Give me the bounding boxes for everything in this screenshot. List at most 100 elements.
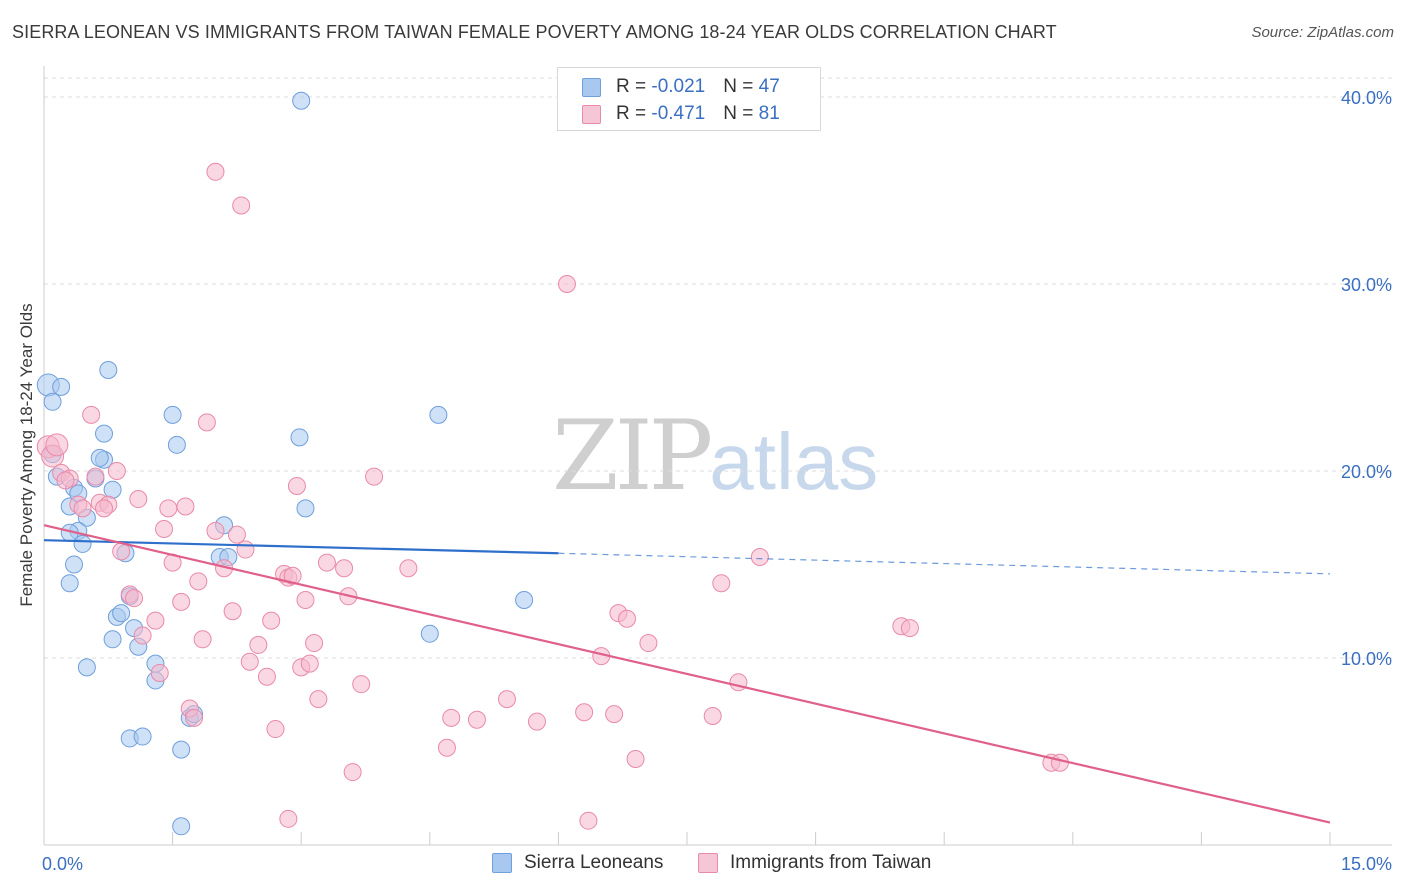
watermark-zip: ZIP [552,400,713,512]
legend-row-sierra-leoneans: R = -0.021 N = 47 [582,75,780,99]
data-point [617,609,636,628]
legend-swatch-pink [582,104,601,124]
y-tick-label: 20.0% [1341,462,1392,482]
data-point [639,634,658,653]
data-point [292,91,311,110]
data-point [82,405,101,424]
data-point [125,589,144,608]
data-point [703,706,722,725]
data-point [133,626,152,645]
legend-n-value: 47 [758,76,780,97]
trend-lines [43,524,1331,824]
data-point [283,566,302,585]
data-point [429,405,448,424]
legend-n-label: N = [723,76,759,97]
data-point [129,490,148,509]
data-point [172,592,191,611]
data-point [497,690,516,709]
data-point [712,574,731,593]
chart-title: SIERRA LEONEAN VS IMMIGRANTS FROM TAIWAN… [12,22,1057,42]
data-point [56,471,75,490]
data-point [900,619,919,638]
data-point [557,275,576,293]
data-point [163,405,182,424]
data-point [206,521,225,540]
legend-item-sierra-leoneans: Sierra Leoneans [492,852,663,874]
data-point [167,435,186,454]
data-point [189,572,208,591]
x-tick-label: 15.0% [1341,854,1392,874]
data-point [172,817,191,836]
legend-item-immigrants-from-taiwan: Immigrants from Taiwan [698,852,931,874]
data-point [249,635,268,654]
data-point [227,525,246,544]
data-point [146,611,165,630]
data-point [305,634,324,653]
correlation-legend: R = -0.021 N = 47 R = -0.471 N = 81 [557,67,821,131]
data-point [399,559,418,578]
data-point [527,712,546,731]
data-point [467,710,486,729]
data-point [575,703,594,722]
data-point [60,574,79,593]
y-tick-label: 10.0% [1341,649,1392,669]
legend-r-label: R = [616,76,652,97]
data-point [296,591,315,610]
data-point [317,553,336,572]
data-point [95,424,114,443]
data-point [365,467,384,486]
data-point [605,705,624,724]
data-point [77,658,96,677]
data-point [300,654,319,673]
data-point [579,811,598,830]
legend-n-label: N = [723,103,759,124]
data-point [150,663,169,682]
data-point [197,413,216,432]
data-point [515,591,534,610]
data-point [309,690,328,709]
data-point [750,548,769,567]
trend-line-sierra-leoneans-extrapolated [558,552,1331,575]
data-point [45,433,69,457]
legend-r-label: R = [616,103,652,124]
data-point [172,740,191,759]
data-point [1050,753,1069,772]
legend-n-value: 81 [758,103,780,124]
data-point [155,519,174,538]
legend-swatch-pink [698,853,718,873]
legend-label-sierra-leoneans: Sierra Leoneans [524,852,664,873]
data-point [437,738,456,757]
legend-swatch-blue [492,853,512,873]
data-point [343,763,362,782]
data-point [442,708,461,727]
series-immigrants-from-taiwan [36,162,1069,830]
data-point [335,559,354,578]
data-point [262,611,281,630]
data-point [232,196,251,215]
data-point [159,499,178,518]
data-point [73,534,92,553]
trend-line-sierra-leoneans [43,539,559,555]
data-point [420,624,439,643]
data-point [626,749,645,768]
data-point [43,392,62,411]
y-tick-label: 40.0% [1341,88,1392,108]
legend-r-value: -0.471 [651,103,706,124]
tick-labels: 10.0% 20.0% 30.0% 40.0% 0.0% 15.0% [42,88,1392,874]
data-point [52,377,71,396]
data-point [90,448,109,467]
data-point [257,667,276,686]
data-point [287,476,306,495]
data-point [73,499,92,518]
data-point [65,555,84,574]
data-point [352,675,371,694]
data-point [133,727,152,746]
data-point [176,497,195,516]
data-point [290,428,309,447]
axes [43,66,1392,846]
data-point [266,720,285,739]
data-point [103,480,122,499]
data-point [193,630,212,649]
data-point [95,499,114,518]
